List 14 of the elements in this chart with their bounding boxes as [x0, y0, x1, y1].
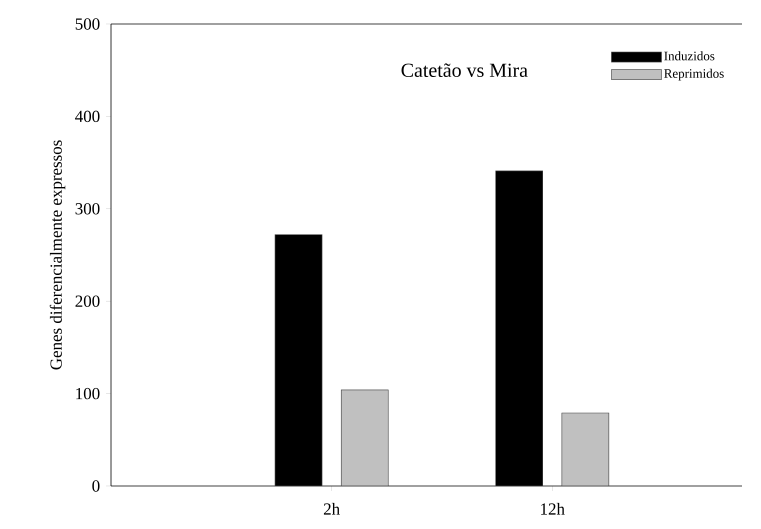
legend-label: Induzidos: [664, 51, 714, 60]
y-tick-label: 400: [75, 110, 100, 122]
y-tick-label: 0: [92, 480, 100, 492]
legend-label: Reprimidos: [664, 68, 724, 81]
y-tick-label: 100: [76, 388, 100, 400]
x-tick-label: 12h: [541, 502, 565, 515]
y-tick-label: 200: [76, 295, 100, 307]
bar: [340, 390, 389, 486]
y-tick-label: 300: [76, 203, 100, 215]
y-tick-label: 500: [76, 18, 100, 30]
x-tick-label: 2h: [324, 502, 340, 515]
bar: [562, 412, 610, 486]
text: Catetão vs Mira: [402, 63, 528, 77]
y-axis-title: Genes diferencialmente expressos: [50, 140, 66, 370]
